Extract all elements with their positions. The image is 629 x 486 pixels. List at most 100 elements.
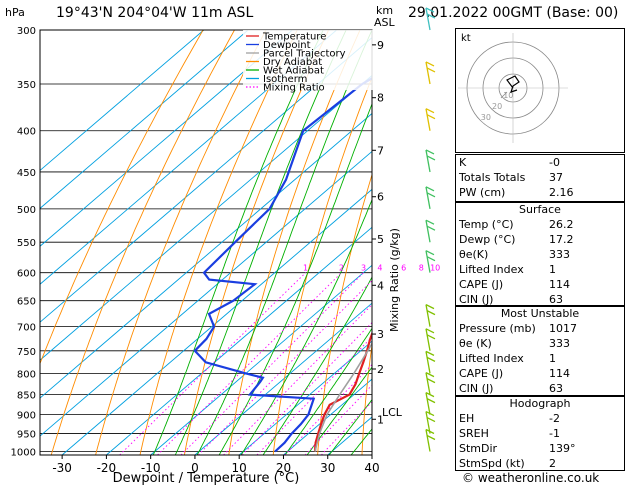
- wind-barb-flag: [426, 192, 436, 198]
- dry-adiabat-line: [361, 341, 372, 455]
- wind-barb: [425, 61, 436, 85]
- legend-entry: Mixing Ratio: [263, 83, 325, 94]
- km-tick-label: 2: [377, 363, 384, 376]
- km-tick-label: 8: [377, 92, 384, 105]
- most-unstable-box: [455, 306, 625, 396]
- mixing-ratio-label: 10: [430, 264, 440, 273]
- panel-row-value: -0: [549, 156, 560, 169]
- hpa-label: hPa: [5, 6, 25, 19]
- wind-barb-flag: [426, 114, 436, 120]
- wind-barb-staff: [425, 392, 431, 415]
- wind-barb-flag: [426, 67, 436, 73]
- hodograph-kt-label: kt: [461, 33, 471, 44]
- wind-barb-flag: [426, 310, 436, 316]
- wind-barb-flag: [425, 108, 435, 114]
- isotherm-line: [40, 37, 372, 323]
- panel-row-label: CAPE (J): [459, 367, 504, 380]
- panel-row-value: 1017: [549, 322, 577, 335]
- panel-row: Pressure (mb) 1017: [455, 322, 625, 337]
- wind-barb-flag: [425, 61, 435, 67]
- wind-barb-flag: [426, 416, 436, 423]
- isotherm-line: [40, 30, 249, 209]
- wind-barb-staff: [425, 250, 431, 273]
- km-tick-label: 4: [377, 279, 384, 292]
- mixing-ratio-line: [284, 363, 372, 455]
- wind-barb-flag: [426, 225, 436, 231]
- panel-row: Totals Totals 37: [455, 171, 625, 186]
- wind-barb-staff: [425, 61, 431, 85]
- panel-row-value: 26.2: [549, 218, 574, 231]
- panel-row: CAPE (J) 114: [455, 367, 625, 382]
- panel-row: Dewp (°C) 17.2: [455, 233, 625, 248]
- wet-adiabat-line: [284, 327, 372, 455]
- isotherm-line: [61, 188, 372, 455]
- km-tick-label: 6: [377, 191, 384, 204]
- datetime-label: 29.01.2022 00GMT (Base: 00): [408, 5, 619, 21]
- hodograph-ring-label: 20: [492, 102, 502, 111]
- panel-row-label: θe(K): [459, 248, 489, 261]
- pressure-tick-label: 600: [17, 269, 36, 280]
- temperature-line: [313, 330, 372, 452]
- wind-barb: [425, 392, 436, 415]
- storm-motion-vector: [500, 91, 508, 99]
- wind-barb-staff: [425, 304, 431, 327]
- wind-barb-staff: [425, 108, 431, 131]
- wind-barb: [425, 149, 436, 173]
- legend-entry: Isotherm: [263, 74, 307, 85]
- x-axis-label: Dewpoint / Temperature (°C): [113, 471, 300, 486]
- lcl-label: LCL: [382, 406, 403, 419]
- panel-row: θe(K) 333: [455, 248, 625, 263]
- wind-barb-flag: [425, 304, 435, 310]
- wind-barb-flag: [426, 13, 436, 19]
- surface-title: Surface: [519, 203, 561, 216]
- wind-barb-staff: [425, 372, 431, 395]
- isotherm-line: [194, 302, 372, 455]
- pressure-tick-label: 950: [17, 430, 36, 441]
- panel-row-value: 37: [549, 171, 563, 184]
- isotherm-line: [40, 30, 293, 247]
- hodograph-box: [455, 396, 625, 471]
- dry-adiabat-line: [40, 30, 204, 365]
- hodograph-ring-label: 10: [503, 91, 513, 100]
- wet-adiabat-line: [196, 30, 372, 455]
- panel-row-label: Pressure (mb): [459, 322, 536, 335]
- panel-row-label: EH: [459, 412, 475, 425]
- panel-row-value: 333: [549, 337, 570, 350]
- mixing-ratio-label: 2: [339, 264, 344, 273]
- legend-entry: Parcel Trajectory: [263, 49, 346, 60]
- legend-entry: Temperature: [262, 32, 326, 43]
- panel-row-value: 114: [549, 278, 570, 291]
- wet-adiabat-line: [240, 198, 372, 455]
- panel-row-label: Totals Totals: [459, 171, 526, 184]
- wind-barb-staff: [425, 7, 431, 31]
- wind-barb-flag: [425, 372, 435, 378]
- wind-barb-staff: [425, 186, 431, 209]
- isotherm-line: [40, 30, 205, 172]
- wind-barb-flag: [426, 256, 436, 262]
- pressure-tick-label: 750: [17, 347, 36, 358]
- wet-adiabat-line: [262, 276, 372, 455]
- km-tick-label: 1: [377, 413, 384, 426]
- pressure-tick-label: 350: [17, 80, 36, 91]
- wind-barb-flag: [425, 350, 435, 356]
- legend-entry: Wet Adiabat: [263, 66, 324, 77]
- panel-row: CIN (J) 63: [455, 293, 625, 308]
- panel-row-label: Lifted Index: [459, 263, 524, 276]
- panel-row: K -0: [455, 156, 625, 171]
- km-tick-label: 7: [377, 144, 384, 157]
- panel-row-value: 139°: [549, 442, 576, 455]
- wind-barb-staff: [425, 220, 431, 243]
- pressure-tick-label: 850: [17, 391, 36, 402]
- wind-barb-staff: [425, 411, 431, 434]
- wind-barb-flag: [426, 334, 436, 340]
- panel-row: PW (cm) 2.16: [455, 186, 625, 201]
- km-label: km: [376, 4, 394, 17]
- legend-entry: Dry Adiabat: [263, 57, 322, 68]
- wind-barb-staff: [425, 149, 431, 173]
- surface-box: [455, 202, 625, 306]
- wet-adiabat-line: [174, 30, 347, 455]
- legend-box: [243, 30, 373, 90]
- panel-row-label: CAPE (J): [459, 278, 504, 291]
